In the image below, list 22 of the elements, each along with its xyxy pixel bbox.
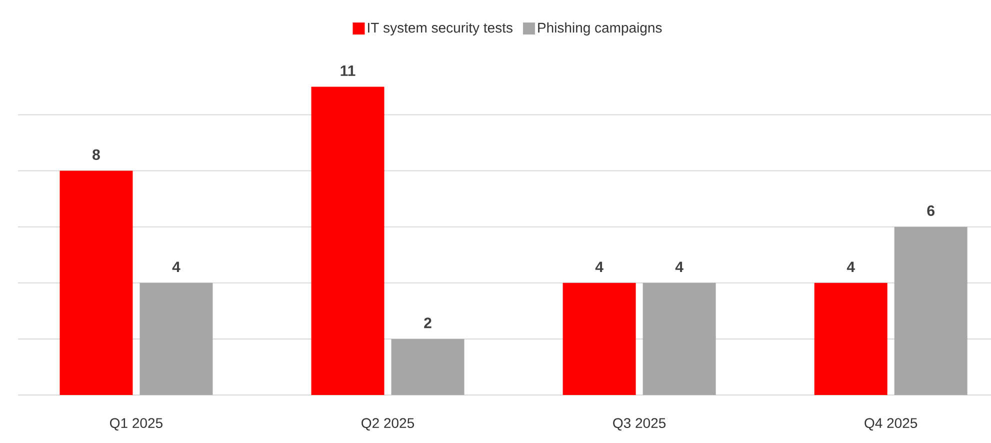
x-tick-label: Q4 2025	[864, 418, 918, 431]
x-tick-label: Q1 2025	[110, 418, 162, 431]
data-label: 4	[595, 262, 604, 272]
bar	[60, 170, 133, 395]
x-tick-label: Q3 2025	[613, 418, 666, 431]
bar	[391, 338, 464, 395]
data-label: 4	[675, 262, 684, 272]
data-label: 4	[172, 262, 180, 272]
data-label: 8	[92, 149, 100, 160]
bar	[894, 226, 968, 395]
bar	[562, 282, 636, 395]
legend-label: IT system security tests	[368, 22, 512, 36]
legend-label: Phishing campaigns	[538, 22, 662, 36]
bar	[311, 86, 384, 395]
data-label: 2	[424, 318, 432, 328]
data-label: 4	[846, 262, 855, 272]
bar	[814, 282, 888, 395]
bar	[140, 282, 213, 395]
bar	[642, 282, 716, 395]
x-tick-label: Q2 2025	[362, 418, 414, 431]
data-label: 11	[340, 66, 356, 76]
data-label: 6	[927, 205, 934, 216]
